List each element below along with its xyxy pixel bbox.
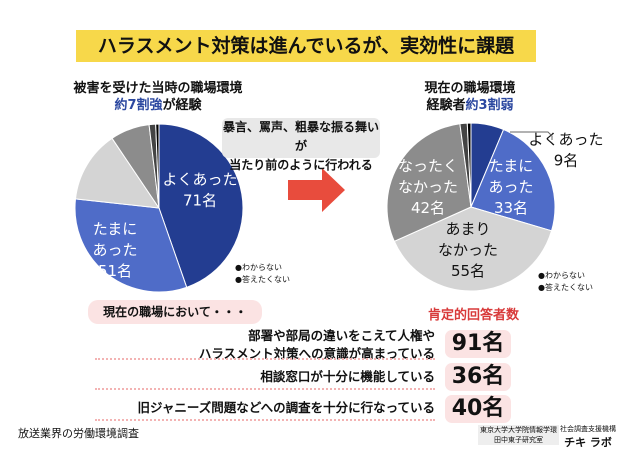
quote-bubble: 暴言、罵声、粗暴な振る舞いが 当たり前のように行われる (222, 118, 380, 172)
slice-label: よくあった (162, 171, 237, 189)
slice-label: 9名 (554, 152, 579, 170)
slice-label: なったく (398, 157, 458, 175)
right-title-highlight: 約3割弱 (465, 98, 514, 113)
right-legend: ●わからない ●答えたくない (538, 270, 593, 294)
slice-label: 51名 (98, 262, 132, 280)
source-note: 放送業界の労働環境調査 (18, 427, 139, 440)
slice-label: よくあった (528, 131, 603, 149)
legend-no-answer: ●答えたくない (538, 283, 593, 292)
slice-label: なかった (398, 178, 458, 196)
credit-line2: 田中東子研究室 (478, 435, 559, 445)
row-2-text: 相談窓口が十分に機能している (260, 369, 435, 384)
pie-slice-6 (466, 122, 472, 208)
left-chart-title: 被害を受けた当時の職場環境 約7割強が経験 (50, 80, 266, 114)
legend-unknown: ●わからない (235, 263, 282, 272)
right-title-pre: 経験者 (426, 98, 466, 113)
divider (95, 358, 435, 360)
credit: 東京大学大学院情報学環 田中東子研究室 (478, 425, 559, 445)
section-label: 現在の職場において・・・ (88, 300, 262, 324)
headline-banner: ハラスメント対策は進んでいるが、実効性に課題 (76, 30, 536, 62)
row-1-count: 91名 (445, 330, 511, 358)
pie-slice-2 (470, 128, 556, 232)
row-1-line1: 部署や部局の違いをこえて人権や (248, 328, 435, 343)
pie-slice-6 (155, 123, 160, 209)
leader-line (510, 131, 553, 140)
bubble-line2: 当たり前のように行われる (229, 158, 373, 172)
row-1-line2: ハラスメント対策への意識が高まっている (198, 346, 435, 361)
legend-unknown: ●わからない (538, 271, 585, 280)
left-title-rest: が経験 (162, 98, 202, 113)
pie-slice-4 (386, 123, 472, 242)
logo: 社会調査支援機構 チキ ラボ (560, 424, 616, 450)
slice-label: あった (488, 178, 533, 196)
slice-label: たまに (489, 157, 534, 175)
slice-label: 71名 (183, 192, 217, 210)
slice-label: なかった (438, 241, 498, 259)
logo-top: 社会調査支援機構 (560, 425, 616, 433)
slice-label: 55名 (451, 262, 485, 280)
row-3-count: 40名 (445, 395, 511, 423)
credit-line1: 東京大学大学院情報学環 (478, 425, 559, 435)
divider (95, 419, 435, 421)
row-3-text: 旧ジャニーズ問題などへの調査を十分に行なっている (137, 400, 435, 415)
pie-slice-3 (74, 137, 161, 209)
right-chart-title: 現在の職場環境 経験者約3割弱 (400, 80, 540, 114)
slice-label: たまに (93, 220, 138, 238)
left-title-line1: 被害を受けた当時の職場環境 (73, 81, 243, 96)
positive-count-label: 肯定的回答者数 (428, 308, 520, 323)
right-title-line1: 現在の職場環境 (424, 81, 516, 96)
divider (95, 388, 435, 390)
pie-slice-2 (74, 198, 188, 293)
row-1-text: 部署や部局の違いをこえて人権や ハラスメント対策への意識が高まっている (199, 327, 435, 363)
slice-label: 33名 (494, 199, 528, 217)
left-legend: ●わからない ●答えたくない (235, 262, 290, 286)
row-2-count: 36名 (445, 363, 511, 391)
slice-label: あった (92, 241, 137, 259)
left-title-highlight: 約7割強 (114, 98, 163, 113)
legend-no-answer: ●答えたくない (235, 275, 290, 284)
arrow-right-icon (288, 168, 345, 212)
slice-label: 42名 (411, 199, 445, 217)
logo-main: チキ ラボ (564, 436, 612, 449)
pie-slice-3 (393, 206, 553, 292)
pie-slice-1 (158, 123, 244, 288)
bubble-line1: 暴言、罵声、粗暴な振る舞いが (222, 120, 379, 153)
slice-label: あまり (445, 220, 490, 238)
